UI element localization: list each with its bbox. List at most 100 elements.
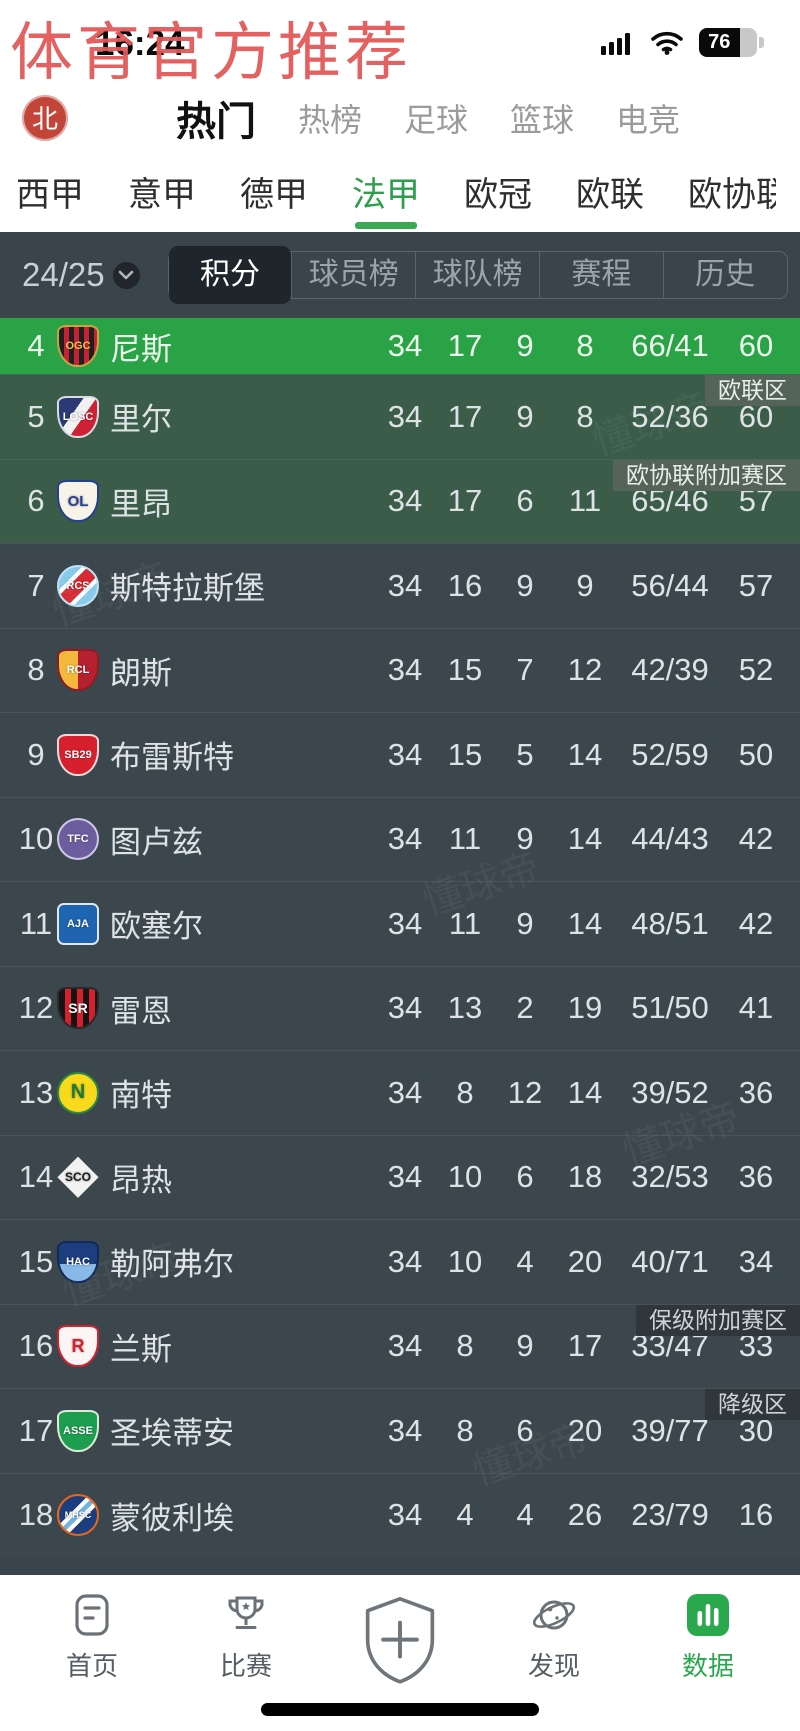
table-row[interactable]: 7 RCS 斯特拉斯堡 34 16 9 9 56/44 57 [0, 543, 800, 628]
league-tab-ligue1[interactable]: 法甲 [352, 167, 420, 216]
losses: 8 [576, 398, 594, 434]
table-row[interactable]: 6 OL 里昂 34 17 6 11 65/46 57 欧协联附加赛区 [0, 458, 800, 543]
draws: 9 [516, 398, 534, 434]
losses: 12 [567, 652, 603, 688]
games-played: 34 [387, 905, 423, 941]
team-name: 兰斯 [110, 1331, 172, 1367]
wins: 11 [448, 821, 482, 857]
points: 52 [738, 652, 774, 688]
games-played: 34 [387, 328, 423, 363]
top-tabs: 热门 热榜 足球 篮球 电竞 [176, 89, 680, 147]
table-row[interactable]: 15 HAC 勒阿弗尔 34 10 4 20 40/71 34 [0, 1219, 800, 1304]
table-row[interactable]: 10 TFC 图卢兹 34 11 9 14 44/43 42 [0, 796, 800, 881]
team-name: 圣埃蒂安 [110, 1416, 234, 1452]
league-tab-bundesliga[interactable]: 德甲 [240, 175, 308, 214]
rank: 8 [27, 652, 45, 688]
wins: 17 [447, 328, 483, 363]
losses: 18 [567, 1159, 603, 1195]
season-selector[interactable]: 24/25 [22, 256, 105, 293]
losses: 19 [567, 990, 603, 1026]
stat-tab-teams[interactable]: 球队榜 [415, 252, 539, 298]
stat-tab-standings[interactable]: 积分 [168, 246, 292, 304]
team-logo: OGC [56, 325, 100, 367]
team-name: 布雷斯特 [110, 740, 234, 776]
team-logo: LOSC [56, 395, 100, 438]
points: 42 [738, 905, 774, 941]
team-logo-initials: LOSC [62, 410, 94, 423]
battery-percent: 76 [699, 28, 740, 57]
nav-data-label: 数据 [681, 1651, 734, 1681]
nav-discover[interactable]: 发现 [504, 1591, 604, 1683]
team-name: 尼斯 [110, 331, 172, 367]
tab-ranking[interactable]: 热榜 [298, 101, 363, 138]
team-logo-initials: TFC [67, 833, 89, 846]
wifi-icon [650, 30, 684, 55]
draws: 12 [507, 1074, 543, 1110]
points: 16 [738, 1497, 774, 1533]
stat-tab-schedule[interactable]: 赛程 [538, 252, 663, 298]
stat-tab-players[interactable]: 球员榜 [291, 252, 415, 298]
rank: 6 [27, 483, 45, 519]
team-name: 雷恩 [110, 993, 172, 1029]
zone-label: 降级区 [705, 1389, 800, 1420]
stat-tabs: 积分 球员榜 球队榜 赛程 历史 [167, 246, 788, 304]
wins: 15 [447, 652, 483, 688]
games-played: 34 [387, 1159, 423, 1195]
team-logo-initials: RCL [66, 664, 90, 677]
league-tab-laliga[interactable]: 西甲 [16, 175, 84, 214]
battery-icon: 76 [699, 28, 764, 57]
games-played: 34 [387, 1328, 423, 1364]
tab-hot[interactable]: 热门 [176, 99, 256, 144]
league-tab-uel[interactable]: 欧联 [576, 175, 644, 214]
goals-for-against: 51/50 [631, 990, 709, 1026]
draws: 2 [516, 990, 534, 1026]
team-logo: AJA [56, 902, 100, 945]
table-row[interactable]: 12 SR 雷恩 34 13 2 19 51/50 41 [0, 965, 800, 1050]
table-row[interactable]: 9 SB29 布雷斯特 34 15 5 14 52/59 50 [0, 712, 800, 797]
team-logo: TFC [56, 818, 100, 861]
nav-matches[interactable]: 比赛 [196, 1591, 296, 1683]
table-row[interactable]: 17 ASSE 圣埃蒂安 34 8 6 20 39/77 30 降级区 [0, 1388, 800, 1473]
tab-football[interactable]: 足球 [404, 101, 469, 138]
nav-data[interactable]: 数据 [658, 1591, 758, 1683]
goals-for-against: 39/52 [631, 1074, 709, 1110]
region-badge[interactable]: 北 [22, 94, 68, 141]
table-row[interactable]: 13 N 南特 34 8 12 14 39/52 36 [0, 1050, 800, 1135]
table-row[interactable]: 5 LOSC 里尔 34 17 9 8 52/36 60 欧联区 [0, 374, 800, 459]
rank: 11 [19, 905, 53, 941]
app-header: 北 热门 热榜 足球 篮球 电竞 [0, 85, 800, 150]
draws: 6 [516, 1412, 534, 1448]
team-logo: ASSE [56, 1409, 100, 1452]
league-nav: 西甲 意甲 德甲 法甲 欧冠 欧联 欧协联 [0, 150, 800, 232]
league-tab-seriea[interactable]: 意甲 [128, 175, 196, 214]
season-chevron-down-icon[interactable] [112, 261, 140, 289]
league-tab-ucl[interactable]: 欧冠 [464, 175, 532, 214]
draws: 4 [516, 1497, 534, 1533]
nav-add-center[interactable] [350, 1591, 450, 1691]
league-tab-uecl[interactable]: 欧协联 [688, 175, 776, 214]
table-row[interactable]: 14 SCO 昂热 34 10 6 18 32/53 36 [0, 1134, 800, 1219]
tab-basketball[interactable]: 篮球 [510, 101, 575, 138]
home-indicator[interactable] [261, 1703, 539, 1716]
table-row[interactable]: 11 AJA 欧塞尔 34 11 9 14 48/51 42 [0, 881, 800, 966]
stat-tab-history[interactable]: 历史 [662, 252, 787, 298]
table-row[interactable]: 4 OGC 尼斯 34 17 9 8 66/41 60 [0, 318, 800, 374]
nav-matches-label: 比赛 [219, 1651, 272, 1681]
zone-label: 欧联区 [705, 375, 800, 406]
table-row[interactable]: 8 RCL 朗斯 34 15 7 12 42/39 52 [0, 627, 800, 712]
table-row[interactable]: 18 MHSC 蒙彼利埃 34 4 4 26 23/79 16 [0, 1472, 800, 1557]
rank: 13 [18, 1074, 54, 1110]
team-logo-initials: ASSE [63, 1424, 93, 1437]
team-name: 南特 [110, 1078, 172, 1114]
team-logo-initials: N [70, 1081, 86, 1104]
losses: 26 [567, 1497, 603, 1533]
tab-esports[interactable]: 电竞 [616, 101, 681, 138]
rank: 9 [27, 736, 45, 772]
team-logo: MHSC [56, 1494, 100, 1537]
wins: 11 [448, 905, 482, 941]
wins: 13 [447, 990, 483, 1026]
team-logo-initials: OGC [65, 340, 91, 352]
nav-home[interactable]: 首页 [42, 1591, 142, 1683]
zone-label: 欧协联附加赛区 [613, 459, 800, 491]
table-row[interactable]: 16 R 兰斯 34 8 9 17 33/47 33 保级附加赛区 [0, 1303, 800, 1388]
